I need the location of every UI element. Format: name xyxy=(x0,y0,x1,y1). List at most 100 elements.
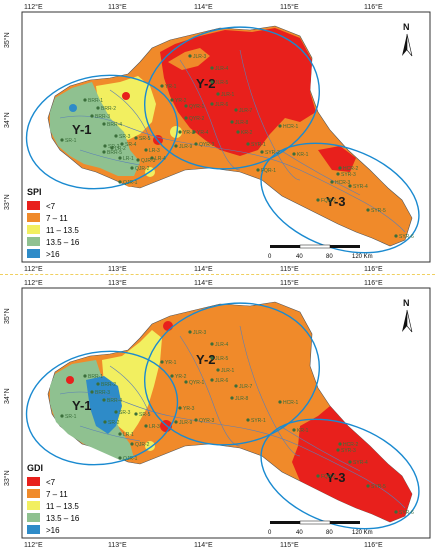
svg-text:JLR-4: JLR-4 xyxy=(215,66,229,72)
station: QYR-1 xyxy=(184,104,205,110)
legend-swatch xyxy=(27,501,40,510)
station: SR-5 xyxy=(134,412,151,418)
legend-item: <7 xyxy=(27,201,56,211)
svg-text:HCR-1: HCR-1 xyxy=(283,124,298,130)
station-group: BRR-1 BRR-2 BRR-3 BRR-4 BRR-5 SR-1 SR-2 … xyxy=(60,54,414,240)
svg-text:SR-3: SR-3 xyxy=(119,134,131,140)
station: KR-2 xyxy=(236,130,253,136)
svg-text:QYR-3: QYR-3 xyxy=(199,142,215,148)
svg-text:BRR-3: BRR-3 xyxy=(95,114,110,120)
region-label-y3: Y-3 xyxy=(326,194,346,209)
svg-text:11 – 13.5: 11 – 13.5 xyxy=(46,226,79,235)
station: SYR-1 xyxy=(246,142,266,148)
station: QJR-3 xyxy=(136,158,156,164)
svg-text:SYR-2: SYR-2 xyxy=(265,150,280,156)
region-y2-ellipse xyxy=(144,302,320,446)
svg-text:LR-3: LR-3 xyxy=(149,424,160,430)
legend-swatch xyxy=(27,477,40,486)
svg-text:QYR-1: QYR-1 xyxy=(189,104,205,110)
svg-text:SYR-4: SYR-4 xyxy=(353,184,368,190)
svg-text:SR-2: SR-2 xyxy=(108,420,120,426)
region-y1-ellipse xyxy=(25,74,179,190)
station: BRR-2 xyxy=(96,382,116,388)
svg-text:SYR-5: SYR-5 xyxy=(371,208,386,214)
legend-swatch xyxy=(27,249,40,258)
zone-blue xyxy=(69,104,77,112)
svg-text:YR-2: YR-2 xyxy=(175,98,187,104)
spi-map: Y-1 Y-2 Y-3 BRR-1 BRR-2 BRR-3 BRR-4 BRR-… xyxy=(3,3,431,273)
legend-item: 7 – 11 xyxy=(27,213,68,223)
station: YR-2 xyxy=(170,98,187,104)
svg-text:JLR-1: JLR-1 xyxy=(221,92,235,98)
svg-text:LR-4: LR-4 xyxy=(155,156,166,162)
station: JLR-3 xyxy=(188,54,207,60)
svg-text:YR-1: YR-1 xyxy=(165,360,177,366)
zone-red-spot xyxy=(122,92,130,100)
lon-tick: 116°E xyxy=(364,541,383,549)
legend-item: 13.5 – 16 xyxy=(27,237,80,247)
svg-text:JLR-7: JLR-7 xyxy=(239,108,253,114)
station: SR-1 xyxy=(60,138,77,144)
svg-text:BRR-2: BRR-2 xyxy=(101,106,116,112)
legend-item: 11 – 13.5 xyxy=(27,225,79,235)
svg-text:JLR-8: JLR-8 xyxy=(235,120,249,126)
svg-text:BRR-5: BRR-5 xyxy=(107,150,122,156)
legend-item: 13.5 – 16 xyxy=(27,513,80,523)
station: HCR-1 xyxy=(278,124,298,130)
svg-text:SYR-3: SYR-3 xyxy=(341,448,356,454)
svg-text:JLR-6: JLR-6 xyxy=(215,102,229,108)
svg-text:HCR-3: HCR-3 xyxy=(335,180,350,186)
svg-text:SYR-1: SYR-1 xyxy=(251,418,266,424)
svg-text:13.5 – 16: 13.5 – 16 xyxy=(46,514,80,523)
station: HCR-1 xyxy=(278,400,298,406)
svg-text:>16: >16 xyxy=(46,250,60,259)
station: JLR-1 xyxy=(216,92,235,98)
svg-text:SR-4: SR-4 xyxy=(125,142,137,148)
station: YR-1 xyxy=(160,84,177,90)
legend-swatch xyxy=(27,213,40,222)
station: BRR-4 xyxy=(102,398,122,404)
svg-text:SR-5: SR-5 xyxy=(139,136,151,142)
station: SR-3 xyxy=(114,134,131,140)
svg-text:JLR-9: JLR-9 xyxy=(179,144,193,150)
station: JLR-9 xyxy=(174,420,193,426)
svg-text:7 – 11: 7 – 11 xyxy=(46,490,68,499)
legend: GDI <7 7 – 11 11 – 13.5 13.5 – 16 >16 xyxy=(27,463,80,535)
station: SR-1 xyxy=(60,414,77,420)
lon-tick: 112°E xyxy=(24,279,43,287)
station: QJR-2 xyxy=(130,166,150,172)
svg-text:7 – 11: 7 – 11 xyxy=(46,214,68,223)
spi-map-panel: Y-1 Y-2 Y-3 BRR-1 BRR-2 BRR-3 BRR-4 BRR-… xyxy=(0,0,435,274)
station: JLR-3 xyxy=(188,330,207,336)
svg-text:JLR-8: JLR-8 xyxy=(235,396,249,402)
station: LR-3 xyxy=(144,424,160,430)
svg-text:BRR-1: BRR-1 xyxy=(88,374,103,380)
legend-item: 11 – 13.5 xyxy=(27,501,79,511)
lon-tick: 116°E xyxy=(364,265,383,273)
station: LR-4 xyxy=(150,156,166,162)
region-label-y3: Y-3 xyxy=(326,470,346,485)
svg-text:FQR-1: FQR-1 xyxy=(261,168,276,174)
zone-red-y3 xyxy=(292,406,412,522)
station: JLR-8 xyxy=(230,396,249,402)
station: SYR-4 xyxy=(348,184,368,190)
station: QYR-3 xyxy=(194,142,215,148)
station: SYR-3 xyxy=(336,172,356,178)
lon-tick: 113°E xyxy=(108,541,127,549)
zone-red-spot xyxy=(163,321,173,331)
region-y1-ellipse xyxy=(25,350,179,466)
svg-text:SR-5: SR-5 xyxy=(139,412,151,418)
svg-text:QJR-2: QJR-2 xyxy=(135,166,150,172)
svg-text:SR-1: SR-1 xyxy=(65,414,77,420)
svg-text:JLR-5: JLR-5 xyxy=(215,356,229,362)
station: YR-2 xyxy=(170,374,187,380)
zone-red-se xyxy=(318,146,356,172)
legend-swatch xyxy=(27,489,40,498)
zone-red-spot xyxy=(66,376,74,384)
svg-text:YR-3: YR-3 xyxy=(183,130,195,136)
svg-text:SYR-1: SYR-1 xyxy=(251,142,266,148)
svg-text:BRR-3: BRR-3 xyxy=(95,390,110,396)
station: LR-2 xyxy=(110,146,126,152)
svg-text:QJR-1: QJR-1 xyxy=(123,456,138,462)
station: SYR-1 xyxy=(246,418,266,424)
